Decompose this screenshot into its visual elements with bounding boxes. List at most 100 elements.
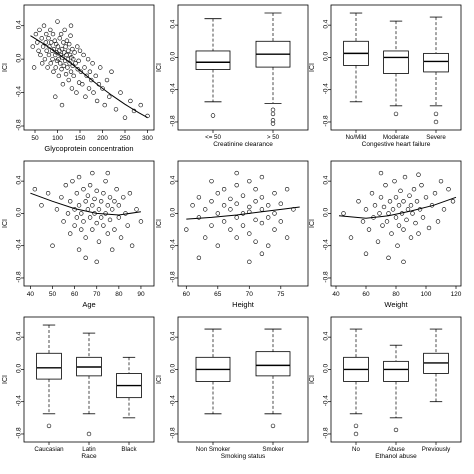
x-tick-label: Latin	[82, 446, 96, 453]
data-point	[107, 217, 113, 223]
data-point	[90, 61, 95, 66]
x-tick-label: 60	[71, 291, 79, 298]
trend-line	[338, 196, 457, 219]
data-point	[402, 174, 408, 180]
data-point	[401, 259, 406, 265]
y-tick-label: 0.4	[170, 19, 177, 28]
data-point	[76, 203, 82, 208]
outlier-point	[270, 111, 276, 117]
y-tick-label: -0.8	[16, 119, 23, 131]
data-point	[68, 33, 73, 38]
data-point	[84, 73, 89, 79]
data-point	[33, 31, 39, 37]
data-point	[408, 235, 414, 240]
box-1	[195, 18, 231, 118]
data-point	[48, 61, 53, 66]
data-point	[62, 50, 67, 55]
data-point	[81, 219, 86, 224]
y-tick-label: 0.4	[16, 20, 23, 29]
y-axis-title: ICI	[2, 375, 9, 384]
data-point	[30, 44, 35, 49]
x-axis-title: Weight	[384, 300, 408, 309]
data-point	[76, 174, 82, 180]
data-point	[90, 203, 95, 208]
data-point	[45, 191, 51, 196]
outlier-point	[210, 113, 216, 118]
y-tick-label: 0.0	[323, 364, 330, 373]
data-point	[40, 44, 46, 49]
data-point	[380, 223, 385, 228]
y-tick-label: 0.0	[170, 208, 177, 217]
box-2	[383, 20, 409, 117]
data-point	[395, 243, 400, 248]
data-point	[107, 195, 113, 200]
data-point	[63, 182, 68, 188]
data-point	[63, 44, 68, 49]
data-point	[98, 65, 103, 70]
data-point	[438, 178, 444, 184]
data-point	[348, 235, 354, 240]
data-point	[42, 56, 48, 62]
x-axis-title: Race	[81, 453, 97, 460]
data-point	[80, 82, 85, 87]
box-3	[423, 16, 449, 125]
data-point	[408, 203, 414, 208]
x-tick-label: > 50	[267, 134, 280, 141]
data-point	[372, 203, 378, 208]
data-point	[86, 86, 92, 91]
y-axis-title: ICI	[2, 219, 9, 228]
y-tick-label: -0.4	[323, 239, 330, 251]
y-tick-label: -0.4	[170, 395, 177, 407]
y-tick-label: 0.4	[16, 331, 23, 340]
data-point	[59, 195, 64, 200]
data-point	[389, 231, 394, 236]
data-point	[100, 86, 105, 91]
data-point	[68, 231, 73, 236]
data-point	[266, 215, 271, 220]
outlier-point	[393, 427, 399, 433]
y-tick-label: 0.0	[170, 364, 177, 373]
x-axis-title: Smoking status	[221, 453, 266, 460]
data-point	[215, 191, 221, 196]
y-tick-label: 0.0	[323, 52, 330, 61]
data-point	[129, 243, 135, 248]
y-axis: -0.8 -0.4 0.0 0.4 ICI	[156, 19, 178, 127]
box-body	[383, 360, 409, 382]
data-point	[66, 41, 72, 47]
x-axis-title: Congestive heart failure	[362, 141, 431, 148]
data-point	[59, 66, 64, 72]
data-point	[62, 27, 67, 33]
outlier-point	[270, 118, 276, 123]
data-point	[369, 191, 375, 196]
data-point	[363, 251, 369, 256]
data-point	[384, 219, 390, 224]
data-point	[64, 52, 69, 58]
x-axis-title: Height	[232, 300, 255, 309]
y-axis-title: ICI	[309, 219, 316, 228]
y-tick-label: 0.4	[16, 175, 23, 184]
data-point	[61, 40, 66, 45]
data-point	[78, 69, 84, 74]
data-point	[134, 207, 139, 212]
data-point	[386, 255, 391, 260]
data-point	[356, 199, 361, 204]
data-point	[72, 223, 77, 228]
outlier-point	[393, 111, 399, 117]
x-tick-label: <= 50	[205, 134, 221, 141]
data-point	[234, 235, 239, 240]
data-point	[396, 203, 402, 208]
y-tick-label: -0.4	[170, 83, 177, 95]
data-point	[60, 82, 66, 87]
y-tick-label: -0.4	[323, 83, 330, 95]
data-point	[240, 211, 246, 216]
data-point	[87, 69, 93, 74]
data-point	[76, 247, 82, 252]
data-point	[39, 36, 44, 41]
outlier-point	[353, 431, 359, 437]
data-point	[55, 19, 60, 24]
box-2	[255, 328, 291, 429]
data-point	[247, 259, 252, 265]
x-tick-label: 120	[451, 291, 462, 298]
data-point	[110, 207, 115, 212]
